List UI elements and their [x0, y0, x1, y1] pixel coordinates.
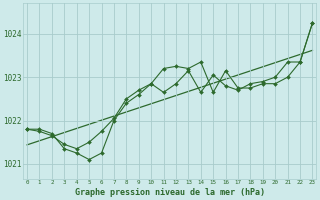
X-axis label: Graphe pression niveau de la mer (hPa): Graphe pression niveau de la mer (hPa) — [75, 188, 265, 197]
